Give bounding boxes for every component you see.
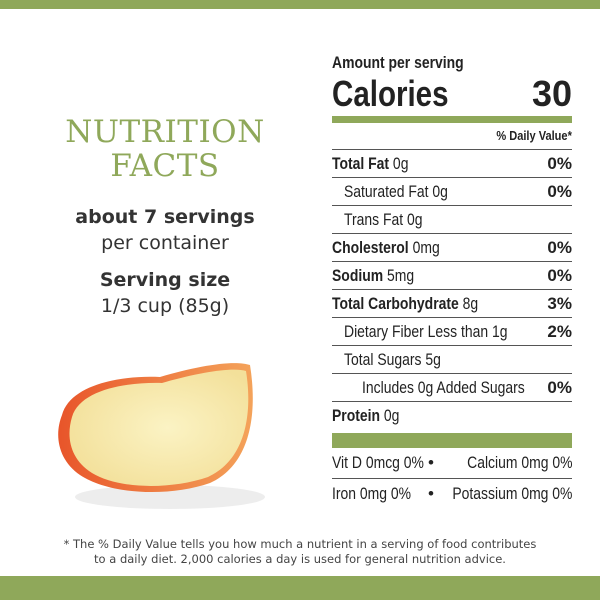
vitamin-row: Iron 0mg 0% • Potassium 0mg 0% <box>332 479 572 509</box>
nutrition-label: Amount per serving Calories 30 % Daily V… <box>332 52 572 509</box>
nutrient-row: Includes 0g Added Sugars 0% <box>332 374 572 402</box>
servings: about 7 servings <box>75 206 255 228</box>
calories-label: Calories <box>332 73 449 114</box>
nutrient-amount: 0g <box>383 406 400 425</box>
apple-slice-image <box>58 363 265 509</box>
nutrient-name: Protein 0g <box>332 402 399 429</box>
footnote-line2: to a daily diet. 2,000 calories a day is… <box>94 552 506 566</box>
nutrient-label: Sodium <box>332 266 384 285</box>
vitamin-right: Calcium 0mg 0% <box>466 453 572 472</box>
daily-value-header: % Daily Value* <box>496 128 572 143</box>
nutrient-daily-value: 0% <box>547 378 572 397</box>
thick-divider <box>332 116 572 123</box>
footnote-line1: * The % Daily Value tells you how much a… <box>63 537 537 551</box>
nutrient-label: Total Fat <box>332 154 390 173</box>
nutrient-label: Trans Fat <box>344 210 404 229</box>
nutrient-name: Dietary Fiber Less than 1g <box>344 318 508 345</box>
nutrient-name: Total Sugars 5g <box>344 346 441 373</box>
serving-size-value: 1/3 cup (85g) <box>100 295 230 317</box>
nutrient-amount: 5mg <box>387 266 415 285</box>
top-band <box>0 0 600 9</box>
bottom-band <box>0 576 600 600</box>
nutrient-row: Saturated Fat 0g 0% <box>332 178 572 206</box>
nutrient-amount: 0g <box>392 154 409 173</box>
nutrient-daily-value: 0% <box>547 238 572 257</box>
serving-size-label: Serving size <box>99 269 231 291</box>
vitamin-left: Iron 0mg 0% <box>332 484 412 503</box>
nutrient-label: Includes 0g Added Sugars <box>362 378 525 397</box>
nutrient-row: Sodium 5mg 0% <box>332 262 572 290</box>
nutrient-label: Cholesterol <box>332 238 409 257</box>
nutrient-row: Protein 0g <box>332 402 572 429</box>
nutrient-row: Dietary Fiber Less than 1g 2% <box>332 318 572 346</box>
nutrient-amount: 0g <box>407 210 423 229</box>
nutrient-daily-value: 0% <box>547 154 572 173</box>
nutrient-row: Total Fat 0g 0% <box>332 150 572 178</box>
nutrient-name: Trans Fat 0g <box>344 206 423 233</box>
amount-per-serving: Amount per serving <box>332 53 464 72</box>
nutrient-label: Protein <box>332 406 381 425</box>
nutrient-name: Includes 0g Added Sugars <box>362 374 525 401</box>
nutrient-amount: 8g <box>462 294 479 313</box>
nutrient-name: Sodium 5mg <box>332 262 414 289</box>
nutrient-daily-value: 2% <box>547 322 572 341</box>
nutrient-label: Total Carbohydrate <box>332 294 459 313</box>
nutrient-daily-value: 0% <box>547 266 572 285</box>
bullet: • <box>428 453 434 472</box>
vitamin-right: Potassium 0mg 0% <box>451 484 572 503</box>
thick-divider <box>332 433 572 448</box>
nutrient-amount: Less than 1g <box>427 322 508 341</box>
nutrient-name: Total Fat 0g <box>332 150 408 177</box>
footnote: * The % Daily Value tells you how much a… <box>0 537 600 567</box>
title-line1: NUTRITION <box>65 114 265 150</box>
nutrient-row: Total Sugars 5g <box>332 346 572 374</box>
per-container: per container <box>101 232 229 254</box>
nutrient-name: Cholesterol 0mg <box>332 234 440 261</box>
nutrient-amount: 5g <box>425 350 441 369</box>
nutrient-row: Trans Fat 0g <box>332 206 572 234</box>
nutrient-name: Total Carbohydrate 8g <box>332 290 478 317</box>
nutrient-amount: 0mg <box>412 238 440 257</box>
nutrient-label: Dietary Fiber <box>344 322 424 341</box>
nutrient-row: Cholesterol 0mg 0% <box>332 234 572 262</box>
vitamin-left: Vit D 0mcg 0% <box>332 453 424 472</box>
nutrient-label: Total Sugars <box>344 350 422 369</box>
nutrient-row: Total Carbohydrate 8g 3% <box>332 290 572 318</box>
nutrient-amount: 0g <box>432 182 448 201</box>
nutrition-facts-title: NUTRITION FACTS <box>20 115 310 183</box>
nutrient-label: Saturated Fat <box>344 182 429 201</box>
nutrient-daily-value: 3% <box>547 294 572 313</box>
calories-value: 30 <box>531 73 572 114</box>
vitamin-row: Vit D 0mcg 0% • Calcium 0mg 0% <box>332 448 572 479</box>
bullet: • <box>428 484 434 503</box>
nutrient-daily-value: 0% <box>547 182 572 201</box>
nutrient-name: Saturated Fat 0g <box>344 178 448 205</box>
title-line2: FACTS <box>110 148 220 184</box>
